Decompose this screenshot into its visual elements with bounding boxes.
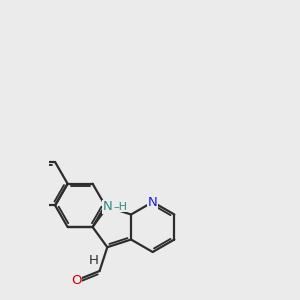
Text: O: O: [71, 274, 82, 287]
Text: H: H: [88, 254, 98, 267]
Text: –H: –H: [113, 202, 127, 212]
Text: N: N: [102, 200, 112, 213]
Text: N: N: [148, 196, 158, 208]
